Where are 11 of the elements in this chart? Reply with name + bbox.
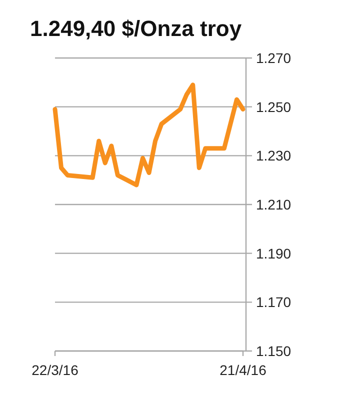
- y-tick-label: 1.250: [256, 98, 292, 115]
- y-tick-label: 1.170: [256, 294, 292, 310]
- x-tick-label: 21/4/16: [220, 362, 267, 378]
- line-series: [52, 82, 246, 188]
- y-tick-label: 1.270: [256, 50, 292, 66]
- chart-title: 1.249,40 $/Onza troy: [30, 16, 242, 41]
- x-tick-label: 22/3/16: [32, 362, 79, 378]
- y-tick-label: 1.230: [256, 148, 292, 164]
- y-tick-label: 1.190: [256, 245, 292, 262]
- y-tick-label: 1.210: [256, 196, 292, 212]
- y-tick-label: 1.150: [256, 343, 292, 359]
